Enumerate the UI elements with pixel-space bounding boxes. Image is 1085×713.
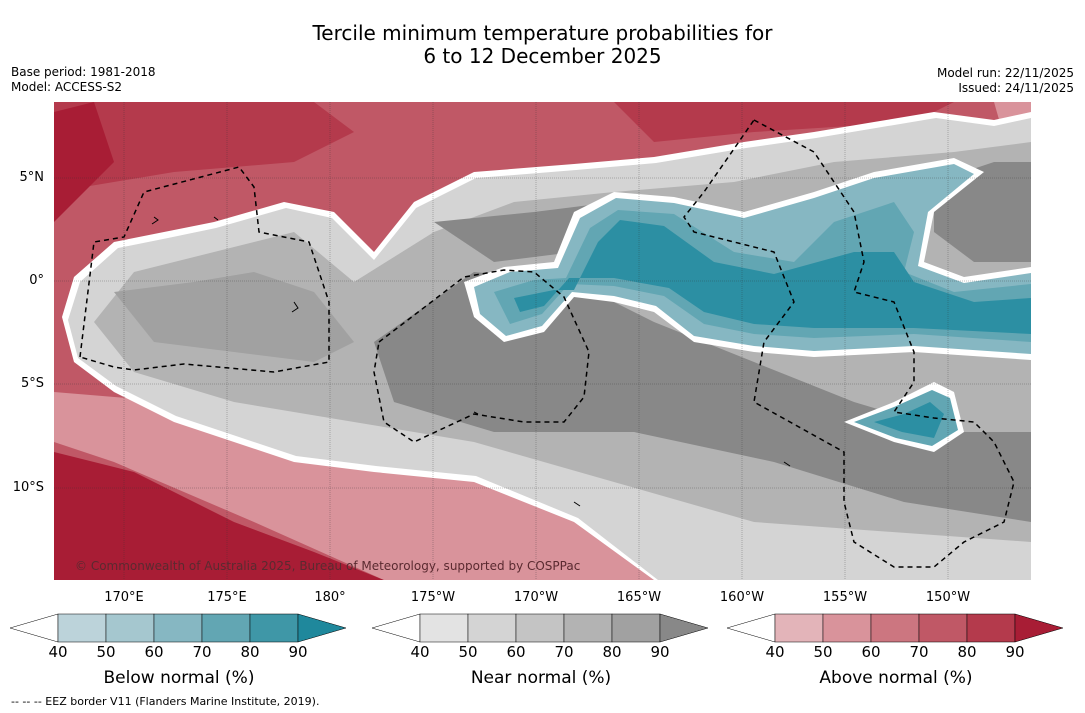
cb2-tick-50: 50	[458, 643, 478, 661]
cb3-tick-50: 50	[813, 643, 833, 661]
colorbar-below-normal	[10, 613, 347, 643]
cb1-seg-6	[297, 613, 347, 643]
cb1-seg-1	[57, 613, 107, 643]
lon-label-160w: 160°W	[719, 590, 765, 605]
cb1-tick-90: 90	[288, 643, 308, 661]
cb1-seg-2	[105, 613, 155, 643]
lon-label-170e: 170°E	[104, 590, 144, 605]
title-line-2: 6 to 12 December 2025	[423, 44, 662, 68]
lon-label-175e: 175°E	[207, 590, 247, 605]
colorbar-above-normal	[727, 613, 1064, 643]
cb3-tick-80: 80	[957, 643, 977, 661]
cb3-title: Above normal (%)	[819, 668, 973, 688]
lat-label-0: 0°	[29, 273, 44, 288]
cb2-tick-90: 90	[650, 643, 670, 661]
lat-label-5n: 5°N	[19, 170, 45, 185]
lat-label-5s: 5°S	[20, 376, 44, 391]
eez-borders	[79, 119, 1015, 568]
cb2-seg-4	[563, 613, 613, 643]
lon-label-150w: 150°W	[925, 590, 971, 605]
colorbar-near-normal	[372, 613, 709, 643]
meta-left: Base period: 1981-2018 Model: ACCESS-S2	[11, 65, 156, 95]
lon-label-155w: 155°W	[822, 590, 868, 605]
cb1-title: Below normal (%)	[103, 668, 255, 688]
cb2-tick-70: 70	[554, 643, 574, 661]
near-normal-80	[114, 272, 354, 362]
above-normal-zone-northeast	[614, 102, 954, 142]
cb2-tick-60: 60	[506, 643, 526, 661]
cb3-seg-0	[727, 613, 776, 643]
cb1-seg-0	[10, 613, 59, 643]
copyright-notice: © Commonwealth of Australia 2025, Bureau…	[75, 559, 581, 573]
issued-date: Issued: 24/11/2025	[958, 81, 1074, 95]
cb2-seg-1	[419, 613, 469, 643]
above-normal-zone-southwest	[54, 452, 384, 580]
cb2-seg-0	[372, 613, 421, 643]
cb3-seg-1	[774, 613, 824, 643]
cb3-tick-60: 60	[861, 643, 881, 661]
cb1-seg-4	[201, 613, 251, 643]
cb1-tick-40: 40	[48, 643, 68, 661]
gridlines	[54, 102, 1031, 580]
eez-footer-note: -- -- -- EEZ border V11 (Flanders Marine…	[11, 695, 320, 708]
lon-label-175w: 175°W	[410, 590, 456, 605]
model-name: Model: ACCESS-S2	[11, 80, 123, 94]
cb2-tick-80: 80	[602, 643, 622, 661]
cb3-seg-3	[870, 613, 920, 643]
base-period: Base period: 1981-2018	[11, 65, 156, 79]
cb2-title: Near normal (%)	[470, 668, 612, 688]
cb3-tick-90: 90	[1005, 643, 1025, 661]
cb1-tick-70: 70	[192, 643, 212, 661]
title-line-1: Tercile minimum temperature probabilitie…	[312, 21, 773, 45]
cb3-seg-5	[966, 613, 1016, 643]
cb1-tick-50: 50	[96, 643, 116, 661]
cb3-tick-70: 70	[909, 643, 929, 661]
lon-label-180: 180°	[314, 590, 346, 605]
probability-map	[54, 102, 1031, 580]
cb2-seg-2	[467, 613, 517, 643]
island-outlines	[151, 216, 791, 507]
cb1-tick-80: 80	[240, 643, 260, 661]
near-normal-90-central	[374, 272, 1031, 522]
map-title: Tercile minimum temperature probabilitie…	[0, 22, 1085, 68]
above-normal-zone-west	[54, 102, 114, 222]
lon-label-165w: 165°W	[616, 590, 662, 605]
cb3-seg-2	[822, 613, 872, 643]
below-normal-southeast-inner	[874, 402, 944, 438]
below-normal-90	[514, 220, 1031, 334]
meta-right: Model run: 22/11/2025 Issued: 24/11/2025	[937, 66, 1074, 96]
cb2-seg-5	[611, 613, 661, 643]
cb1-seg-3	[153, 613, 203, 643]
above-normal-band-south	[54, 392, 704, 580]
lon-label-170w: 170°W	[513, 590, 559, 605]
above-normal-zone-north	[54, 102, 354, 192]
cb3-seg-4	[918, 613, 968, 643]
cb2-seg-3	[515, 613, 565, 643]
cb3-seg-6	[1014, 613, 1064, 643]
lat-label-10s: 10°S	[12, 480, 44, 495]
cb2-tick-40: 40	[410, 643, 430, 661]
model-run: Model run: 22/11/2025	[936, 66, 1074, 80]
cb1-seg-5	[249, 613, 299, 643]
cb2-seg-6	[659, 613, 709, 643]
cb3-tick-40: 40	[765, 643, 785, 661]
cb1-tick-60: 60	[144, 643, 164, 661]
